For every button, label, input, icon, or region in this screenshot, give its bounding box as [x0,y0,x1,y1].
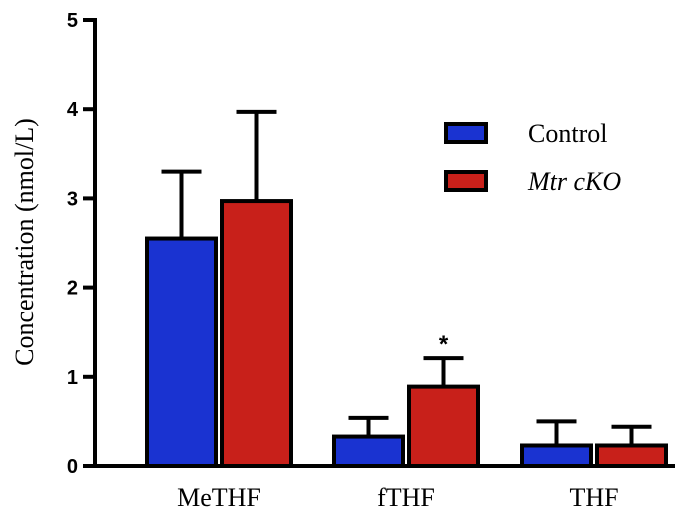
legend-label-1: Mtr cKO [527,167,621,196]
bar-thf-control [520,443,593,469]
y-tick-label-2: 2 [67,278,78,300]
bars [145,199,668,469]
error-bars [161,109,652,446]
bar-thf-mtr-cko [595,443,668,469]
legend: Control Mtr cKO [444,119,621,196]
x-tick-label-fthf: fTHF [377,483,435,512]
x-tick-label-thf: THF [569,483,618,512]
y-tick-label-3: 3 [67,188,78,210]
legend-swatch-1 [444,170,488,192]
y-tick-label-1: 1 [67,367,78,389]
y-tick-label-5: 5 [67,10,78,32]
bar-methf-control [145,236,218,468]
significance-marker-0: * [439,331,449,358]
annotations: * [439,331,449,358]
bar-methf-mtr-cko [220,199,293,469]
x-tick-labels: MeTHF fTHF THF [177,483,618,512]
y-tick-label-0: 0 [67,456,78,478]
y-axis-title: Concentration (nmol/L) [10,118,39,366]
legend-label-0: Control [528,119,607,148]
bar-fthf-mtr-cko [407,384,480,468]
y-tick-label-4: 4 [67,99,79,121]
bar-fthf-control [332,434,405,468]
y-ticks: 0 1 2 3 4 5 [67,10,95,478]
x-tick-label-methf: MeTHF [177,483,261,512]
legend-swatch-0 [444,122,488,144]
